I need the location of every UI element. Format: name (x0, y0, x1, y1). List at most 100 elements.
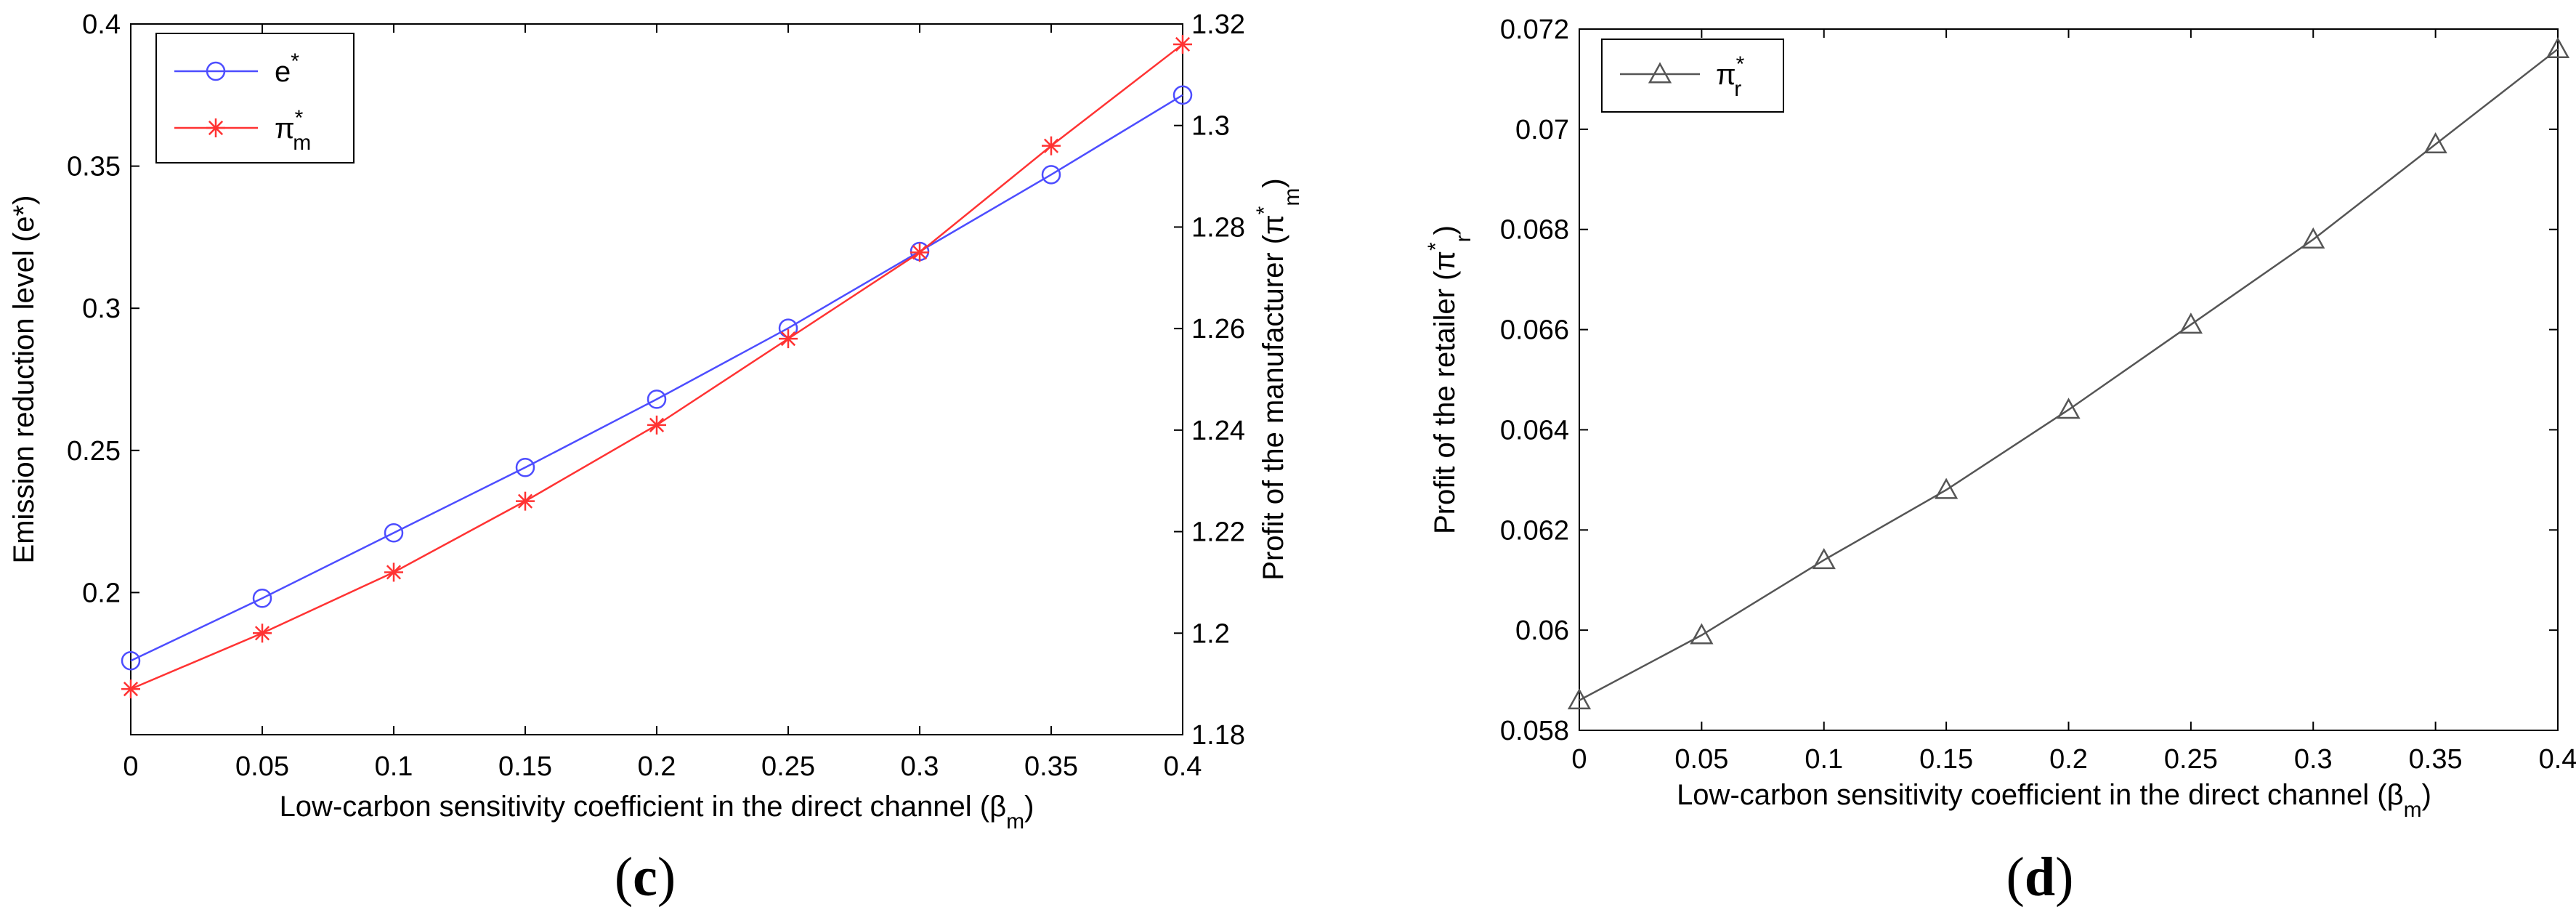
x-tick-label: 0.3 (2294, 744, 2333, 775)
data-point-triangle (1690, 623, 1714, 645)
data-point-circle (515, 458, 535, 477)
x-tick-label: 0.2 (2049, 744, 2088, 775)
y-right-tick-label: 1.28 (1191, 212, 1245, 243)
x-tick-label: 0.15 (498, 751, 552, 782)
data-point (647, 415, 666, 435)
x-tick-label: 0.15 (1919, 744, 1973, 775)
x-tick-label: 0.05 (1674, 744, 1728, 775)
legend: e* π* m (155, 33, 355, 164)
panel-caption: (d) (2006, 847, 2074, 908)
series-pi-m-star (121, 34, 1192, 699)
data-point-circle (1041, 165, 1061, 185)
data-point (121, 679, 140, 699)
data-point (1567, 688, 1592, 710)
data-point (253, 624, 272, 643)
y-tick-label: 0.062 (1500, 515, 1569, 546)
x-axis-label: Low-carbon sensitivity coefficient in th… (1677, 779, 2431, 822)
data-point (121, 651, 141, 671)
data-point-triangle (1567, 688, 1592, 710)
y-right-tick-label: 1.2 (1191, 618, 1230, 649)
data-point (1173, 34, 1192, 54)
x-tick-label: 0.25 (761, 751, 815, 782)
series-e-star (121, 85, 1193, 671)
x-tick-label: 0.1 (375, 751, 413, 782)
legend-label: π* r (1716, 52, 1745, 101)
y-left-tick-label: 0.4 (82, 9, 121, 40)
data-point-star-stroke (780, 331, 796, 347)
data-point-circle (1172, 85, 1193, 105)
data-point (647, 390, 667, 409)
data-point (1172, 85, 1193, 105)
data-point (252, 588, 272, 608)
data-point-triangle (2301, 227, 2325, 249)
chart-panel-d: 0 0.05 0.1 0.15 0.2 0.25 0.3 0.35 0.4 0.058 0.06 0.… (1424, 15, 2576, 908)
x-axis-label: Low-carbon sensitivity coefficient in th… (280, 791, 1034, 834)
x-tick-label: 0.35 (2409, 744, 2463, 775)
y-tick-label: 0.066 (1500, 315, 1569, 346)
data-point-star-stroke (1043, 138, 1059, 153)
plot-frame (1579, 28, 2559, 731)
legend-marker (206, 118, 225, 137)
x-tick-label: 0.25 (2164, 744, 2218, 775)
legend-label: e* (275, 49, 299, 88)
legend-marker-star-stroke (208, 120, 224, 136)
data-point (910, 243, 929, 262)
y-right-tick-label: 1.26 (1191, 314, 1245, 344)
data-point-star-stroke (123, 682, 139, 697)
legend-marker (1648, 62, 1672, 84)
data-point (384, 562, 403, 582)
legend-marker-triangle (1648, 62, 1672, 84)
data-point-star-stroke (517, 493, 533, 509)
y-right-axis-label: Profit of the manufacturer (π*m) (1252, 178, 1305, 580)
data-point-triangle (1812, 548, 1836, 570)
y-right-tick-label: 1.18 (1191, 720, 1245, 751)
y-right-tick-label: 1.22 (1191, 517, 1245, 548)
y-right-tick-label: 1.3 (1191, 111, 1230, 142)
y-tick-label: 0.072 (1500, 15, 1569, 45)
legend-marker (206, 61, 226, 81)
x-tick-label: 0.2 (638, 751, 676, 782)
data-point (384, 522, 404, 543)
data-point-circle (252, 588, 272, 608)
data-point-triangle (1935, 477, 1959, 499)
x-tick-label: 0.4 (2539, 744, 2576, 775)
legend: π* r (1601, 39, 1784, 113)
y-tick-label: 0.07 (1515, 115, 1569, 145)
data-point (779, 329, 798, 349)
y-tick-label: 0.06 (1515, 616, 1569, 646)
data-point (2057, 398, 2081, 419)
data-point-star-stroke (912, 245, 928, 260)
data-point-star-stroke (1175, 36, 1191, 52)
x-tick-label: 0.05 (235, 751, 289, 782)
x-tick-label: 0 (1571, 744, 1587, 775)
y-tick-label: 0.064 (1500, 415, 1569, 445)
legend-item: π* m (174, 106, 311, 155)
data-point (1041, 165, 1061, 185)
data-point-star-stroke (649, 417, 665, 432)
data-point (1935, 477, 1959, 499)
y-left-tick-label: 0.25 (67, 436, 121, 467)
y-left-tick-label: 0.3 (82, 294, 121, 324)
y-left-axis-label: Emission reduction level (e*) (8, 195, 40, 564)
data-point (1690, 623, 1714, 645)
series-line (130, 94, 1183, 662)
series-line (1579, 48, 2559, 701)
data-point (516, 491, 535, 511)
legend-marker-circle (206, 61, 226, 81)
legend-box (155, 33, 355, 164)
data-point-triangle (2423, 132, 2447, 153)
data-point-triangle (2057, 398, 2081, 419)
x-tick-label: 0.35 (1024, 751, 1078, 782)
axes (1579, 28, 2559, 731)
y-right-tick-label: 1.32 (1191, 9, 1245, 40)
y-axis-label: Profit of the retailer (π*r) (1424, 225, 1476, 534)
data-point-triangle (2179, 312, 2203, 334)
data-point (515, 458, 535, 477)
x-tick-label: 0.3 (901, 751, 939, 782)
y-left-tick-label: 0.35 (67, 152, 121, 182)
data-point-circle (647, 390, 667, 409)
x-tick-label: 0.1 (1805, 744, 1843, 775)
y-right-tick-label: 1.24 (1191, 416, 1245, 446)
data-point (2423, 132, 2447, 153)
y-tick-label: 0.058 (1500, 716, 1569, 746)
